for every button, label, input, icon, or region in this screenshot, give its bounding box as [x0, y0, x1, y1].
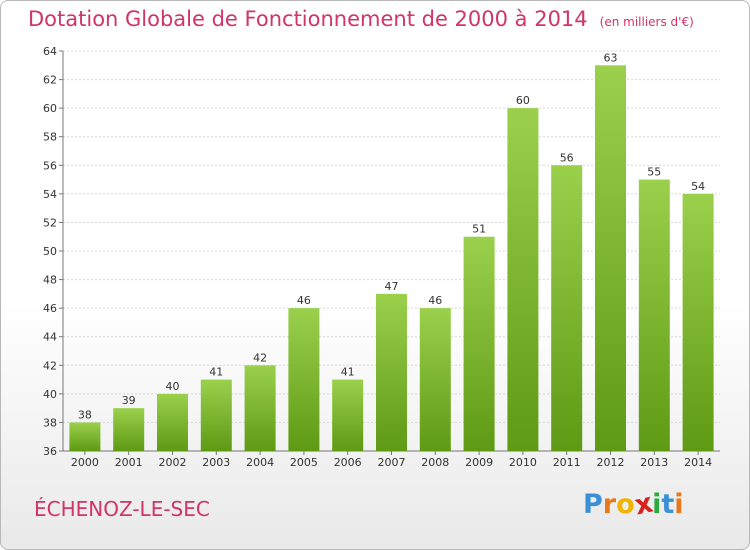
bar-2004 [244, 365, 276, 451]
bar-2007 [376, 293, 407, 451]
y-tick-label: 64 [43, 45, 57, 58]
bar-value-label: 40 [166, 380, 180, 393]
bar-value-label: 42 [253, 351, 267, 364]
commune-name: ÉCHENOZ-LE-SEC [34, 497, 210, 521]
y-tick-label: 52 [43, 216, 57, 229]
bar-value-label: 56 [560, 151, 574, 164]
y-tick-label: 46 [43, 302, 57, 315]
x-tick-label: 2010 [509, 456, 537, 469]
y-tick-label: 50 [43, 245, 57, 258]
chart-title-text: Dotation Globale de Fonctionnement de 20… [28, 7, 588, 31]
bar-2006 [332, 379, 364, 451]
logo-letter: r [602, 489, 617, 520]
bar-2014 [682, 193, 714, 451]
bar-2005 [288, 308, 320, 451]
x-tick-label: 2002 [159, 456, 187, 469]
bar-value-label: 47 [385, 280, 399, 293]
x-tick-label: 2003 [202, 456, 230, 469]
chart-title: Dotation Globale de Fonctionnement de 20… [28, 7, 694, 31]
y-tick-label: 62 [43, 74, 57, 87]
chart-subtitle: (en milliers d'€) [599, 15, 694, 29]
bar-value-label: 55 [647, 166, 661, 179]
bar-2008 [419, 308, 451, 451]
y-tick-label: 60 [43, 102, 57, 115]
bar-2001 [113, 408, 145, 451]
bar-2003 [200, 379, 232, 451]
logo-letter: i [674, 489, 684, 520]
proxiti-logo: Proxiti [583, 488, 684, 522]
x-tick-label: 2013 [640, 456, 668, 469]
y-tick-label: 56 [43, 159, 57, 172]
bar-value-label: 60 [516, 94, 530, 107]
x-tick-label: 2006 [334, 456, 362, 469]
x-tick-label: 2004 [246, 456, 274, 469]
bar-value-label: 46 [428, 294, 442, 307]
bar-2002 [157, 393, 188, 451]
bar-2011 [551, 165, 583, 452]
bar-2000 [69, 422, 101, 451]
x-tick-label: 2009 [465, 456, 493, 469]
logo-letter: o [616, 489, 635, 520]
y-tick-label: 58 [43, 131, 57, 144]
bar-value-label: 46 [297, 294, 311, 307]
x-tick-label: 2011 [553, 456, 581, 469]
y-tick-label: 38 [43, 416, 57, 429]
y-tick-label: 36 [43, 445, 57, 458]
bar-value-label: 51 [472, 223, 486, 236]
bar-value-label: 38 [78, 408, 92, 421]
x-tick-label: 2012 [597, 456, 625, 469]
bar-value-label: 41 [341, 366, 355, 379]
x-tick-label: 2005 [290, 456, 318, 469]
x-tick-label: 2000 [71, 456, 99, 469]
y-tick-label: 54 [43, 188, 57, 201]
y-tick-label: 48 [43, 274, 57, 287]
bar-value-label: 63 [604, 51, 618, 64]
bar-2010 [507, 108, 539, 452]
logo-letter: t [661, 489, 675, 520]
x-tick-label: 2014 [684, 456, 712, 469]
x-tick-label: 2008 [421, 456, 449, 469]
bar-2012 [595, 65, 626, 452]
bar-2009 [463, 236, 495, 451]
bar-value-label: 39 [122, 394, 136, 407]
x-tick-label: 2007 [378, 456, 406, 469]
y-tick-label: 42 [43, 359, 57, 372]
bar-2013 [638, 179, 670, 452]
bar-layer: 38 39 40 41 42 46 41 47 46 51 60 56 63 55 54 [69, 51, 714, 452]
logo-letter: i [652, 489, 662, 520]
x-tick-label: 2001 [115, 456, 143, 469]
bar-value-label: 41 [209, 366, 223, 379]
bar-value-label: 54 [691, 180, 705, 193]
y-tick-label: 44 [43, 331, 57, 344]
y-tick-label: 40 [43, 388, 57, 401]
logo-letter: P [583, 489, 603, 520]
